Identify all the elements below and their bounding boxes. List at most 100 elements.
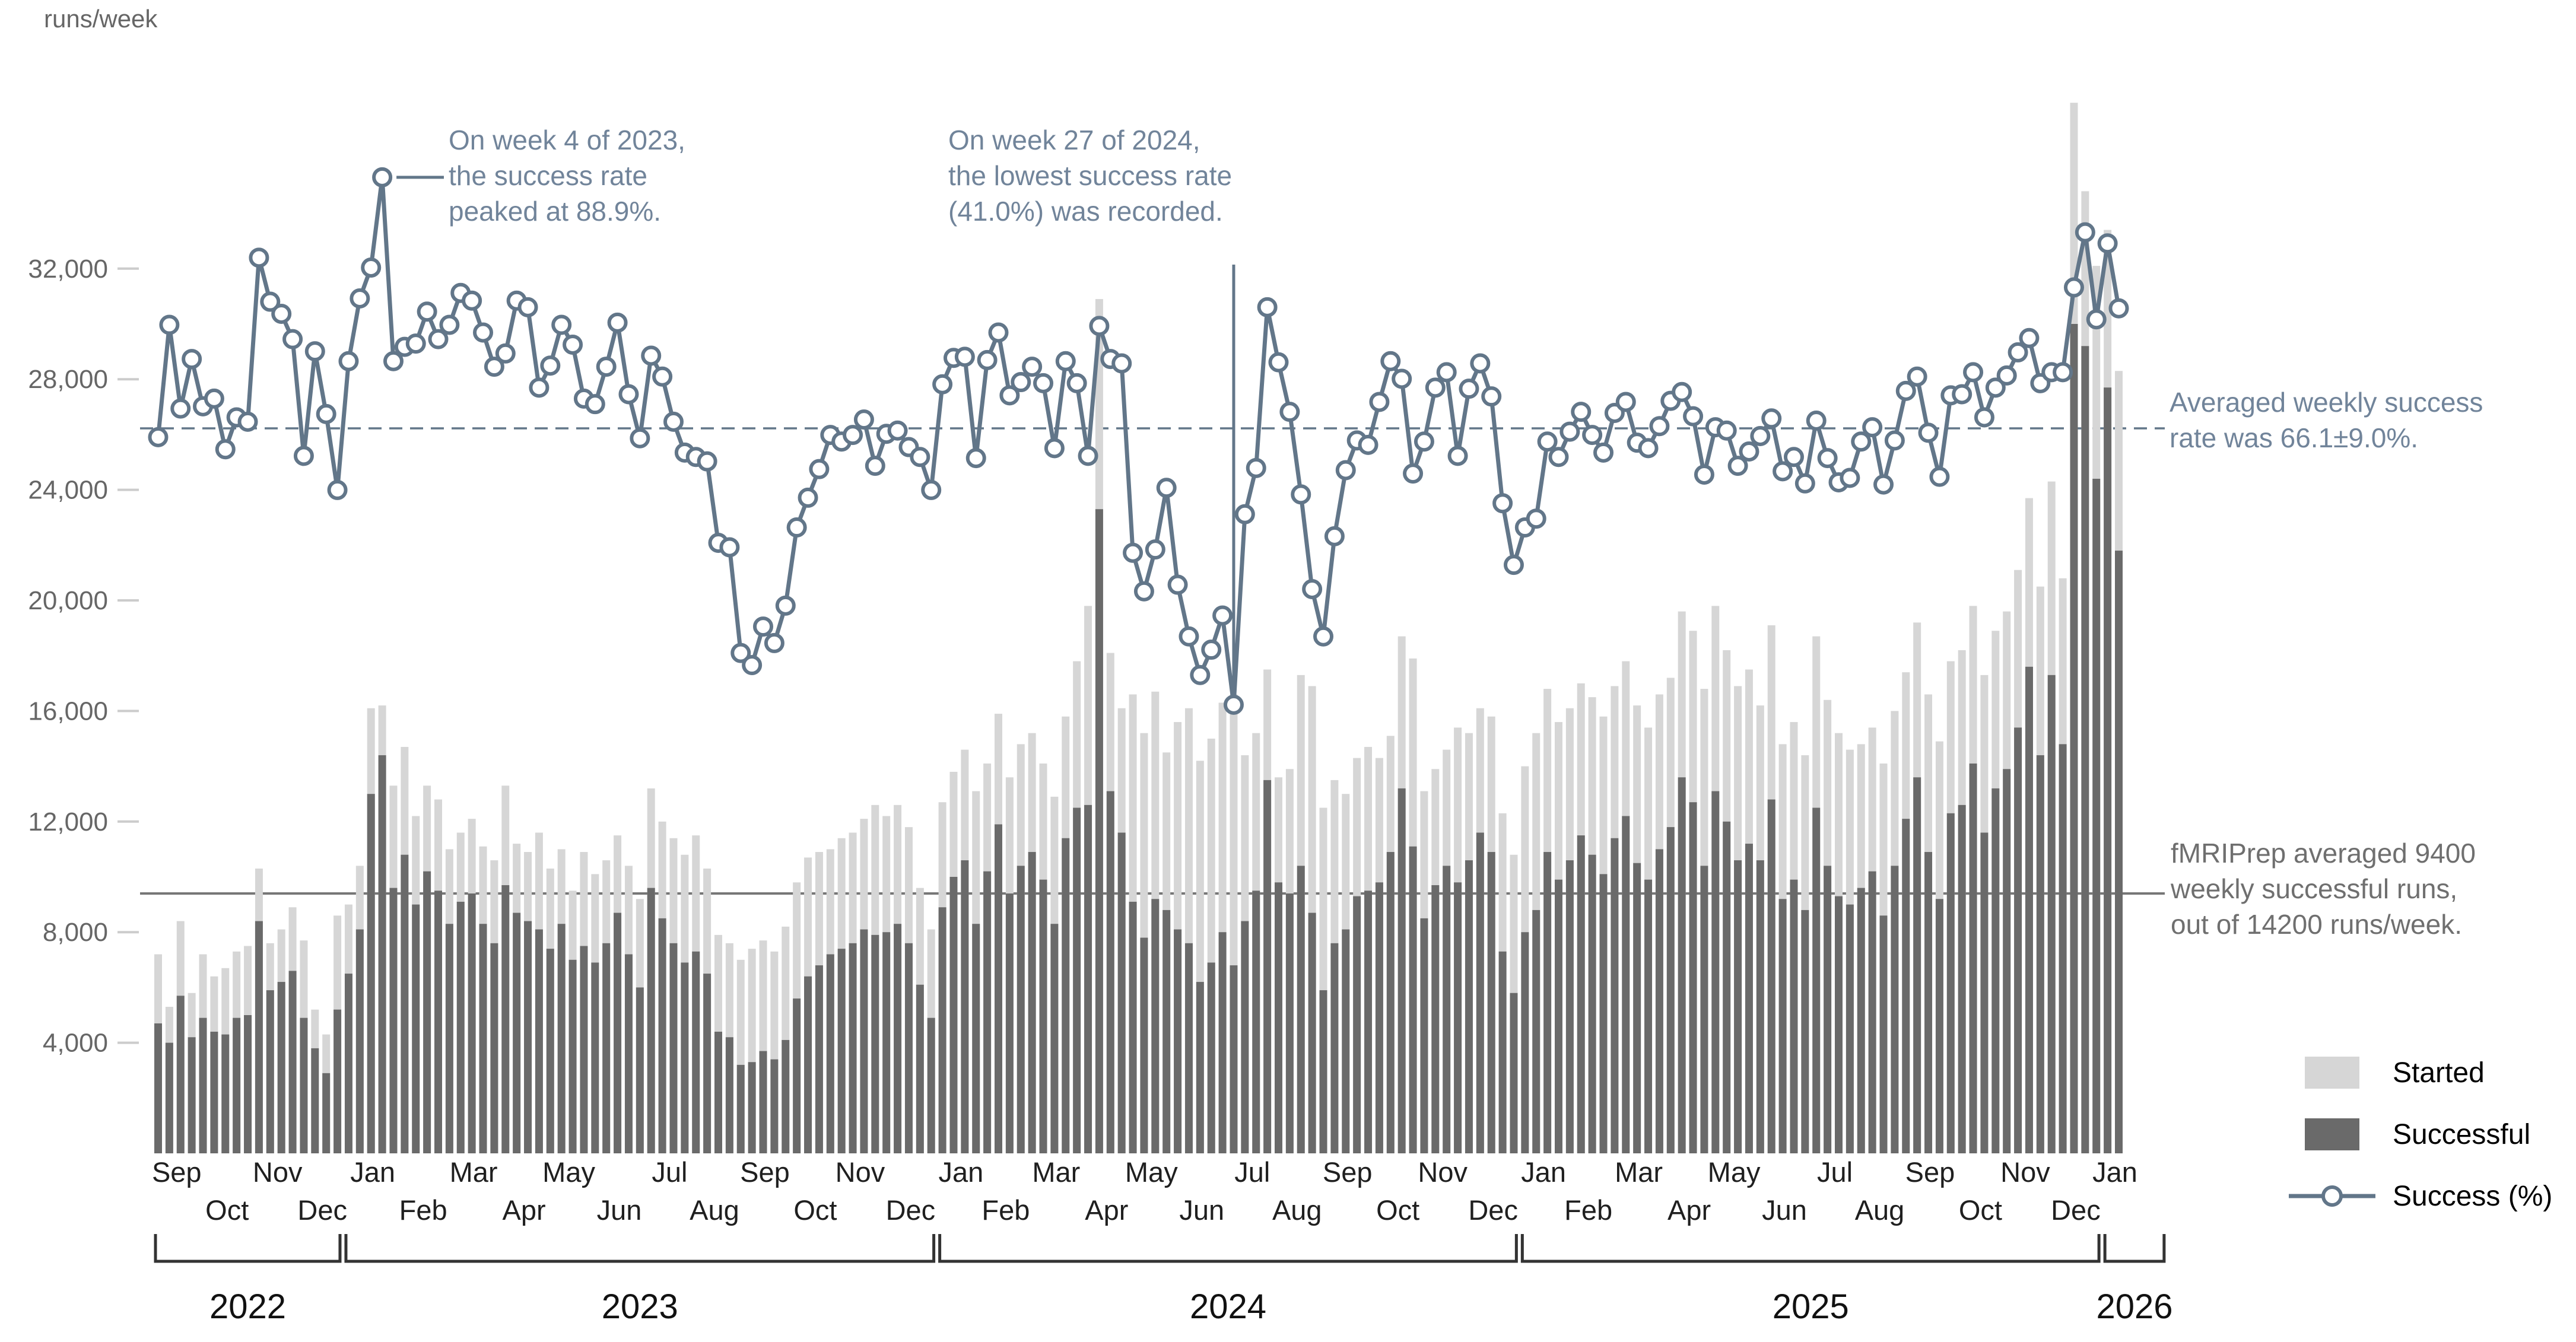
successful-bar xyxy=(535,929,543,1153)
success-rate-marker xyxy=(1492,493,1513,514)
success-rate-marker xyxy=(652,366,673,387)
successful-bar xyxy=(703,974,712,1153)
successful-bar xyxy=(1980,832,1989,1153)
successful-bar xyxy=(949,877,958,1153)
success-rate-marker xyxy=(1750,425,1771,446)
successful-bar xyxy=(961,860,969,1153)
successful-bar xyxy=(300,1017,308,1153)
month-label: May xyxy=(1125,1156,1178,1188)
success-rate-marker xyxy=(1470,353,1491,374)
success-rate-marker xyxy=(1022,357,1043,377)
successful-bar xyxy=(546,949,554,1153)
success-rate-marker xyxy=(1392,368,1412,389)
successful-bar xyxy=(1879,915,1888,1153)
y-axis-title: runs/week xyxy=(44,5,158,33)
month-label: Feb xyxy=(982,1194,1030,1226)
year-bracket xyxy=(154,1234,342,1263)
successful-bar xyxy=(1969,763,1977,1153)
successful-bar xyxy=(288,971,297,1153)
month-label: Jul xyxy=(1817,1156,1853,1188)
successful-bar xyxy=(927,1017,935,1153)
month-label: Sep xyxy=(740,1156,790,1188)
successful-bar xyxy=(983,871,992,1153)
successful-bar xyxy=(871,934,879,1153)
success-rate-marker xyxy=(473,322,494,343)
successful-bar xyxy=(1129,901,1137,1153)
month-label: Mar xyxy=(450,1156,498,1188)
success-rate-marker xyxy=(630,428,650,449)
successful-bar xyxy=(1498,951,1507,1153)
success-rate-marker xyxy=(417,301,437,322)
success-rate-marker xyxy=(1358,434,1378,455)
success-rate-marker xyxy=(215,439,236,460)
month-label: Apr xyxy=(1667,1194,1711,1226)
success-rate-marker xyxy=(182,349,202,370)
success-rate-marker xyxy=(853,409,874,430)
success-rate-marker xyxy=(977,349,998,370)
month-label: Jun xyxy=(597,1194,642,1226)
successful-bar xyxy=(1308,912,1316,1153)
successful-bar xyxy=(1824,866,1832,1153)
successful-bar xyxy=(636,987,644,1153)
success-rate-marker xyxy=(540,355,561,376)
successful-bar xyxy=(995,824,1002,1153)
successful-bar xyxy=(1835,896,1843,1153)
success-rate-marker xyxy=(1716,420,1737,441)
successful-bar xyxy=(1510,993,1518,1153)
year-label: 2026 xyxy=(2096,1287,2172,1326)
successful-bar xyxy=(793,998,801,1153)
success-rate-marker xyxy=(1414,431,1434,452)
success-rate-marker xyxy=(641,345,662,366)
successful-bar xyxy=(916,984,924,1153)
successful-bar xyxy=(904,943,913,1153)
successful-bar xyxy=(1252,891,1260,1153)
successful-bar xyxy=(681,962,689,1153)
successful-bar xyxy=(468,893,476,1153)
successful-bar xyxy=(434,891,442,1153)
success-rate-marker xyxy=(338,351,359,371)
success-rate-marker xyxy=(1817,448,1838,469)
successful-bar xyxy=(1599,874,1608,1153)
successful-bar xyxy=(1039,879,1047,1153)
successful-bar xyxy=(624,954,633,1153)
success-rate-marker xyxy=(1257,297,1278,317)
success-rate-marker xyxy=(260,291,281,312)
success-rate-marker xyxy=(764,632,784,653)
month-label: Feb xyxy=(1564,1194,1612,1226)
success-rate-marker xyxy=(730,643,751,663)
success-rate-marker xyxy=(1459,379,1479,399)
successful-bar xyxy=(322,1073,331,1153)
successful-bar xyxy=(2047,675,2056,1153)
year-label: 2024 xyxy=(1190,1287,1266,1326)
successful-bar xyxy=(1275,882,1282,1153)
successful-bar xyxy=(412,904,420,1153)
success-rate-marker xyxy=(1223,694,1244,715)
successful-bar xyxy=(692,951,700,1153)
successful-bar xyxy=(647,888,655,1153)
successful-swatch-icon xyxy=(2305,1118,2359,1150)
month-label: May xyxy=(1708,1156,1761,1188)
successful-bar xyxy=(154,1023,162,1153)
success-rate-marker xyxy=(618,384,639,405)
success-rate-marker xyxy=(1123,542,1144,563)
month-label: Mar xyxy=(1615,1156,1663,1188)
success-rate-marker xyxy=(865,456,885,476)
month-label: Aug xyxy=(1855,1194,1905,1226)
month-label: Apr xyxy=(502,1194,545,1226)
month-label: Mar xyxy=(1032,1156,1080,1188)
success-rate-marker xyxy=(965,448,986,469)
successful-bar xyxy=(1140,937,1148,1153)
success-rate-marker xyxy=(383,351,404,371)
successful-bar xyxy=(188,1037,196,1153)
success-rate-marker xyxy=(495,343,516,364)
success-rate-marker xyxy=(1794,473,1815,494)
success-rate-marker xyxy=(753,616,774,637)
successful-bar xyxy=(849,943,857,1153)
successful-bar xyxy=(1062,838,1070,1153)
successful-bar xyxy=(1857,888,1865,1153)
avg-runs-annotation: fMRIPrep averaged 9400 weekly successful… xyxy=(2171,835,2476,942)
success-rate-marker xyxy=(1145,539,1165,560)
month-label: Oct xyxy=(1376,1194,1419,1226)
successful-bar xyxy=(614,912,622,1153)
successful-bar xyxy=(1846,904,1854,1153)
